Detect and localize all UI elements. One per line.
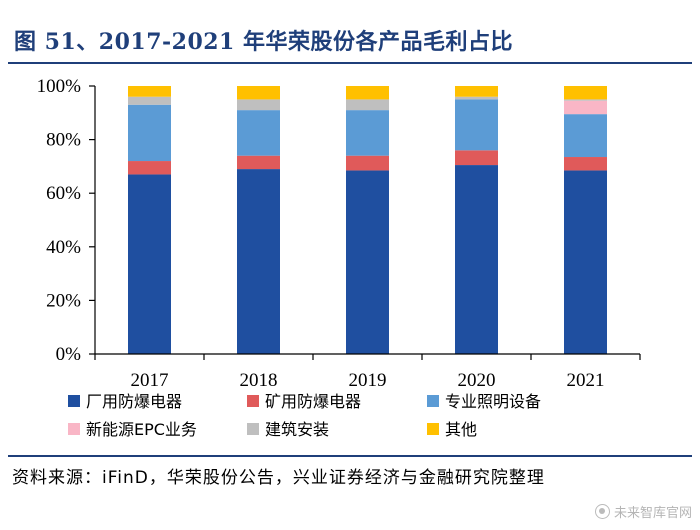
y-tick-label: 80% — [46, 130, 81, 151]
source-box: 资料来源：iFinD，华荣股份公告，兴业证券经济与金融研究院整理 — [8, 455, 692, 527]
bars-layer — [128, 86, 607, 354]
bar-segment-2018-1 — [237, 155, 280, 170]
legend-swatch — [247, 423, 259, 435]
bar-segment-2017-0 — [128, 174, 171, 354]
legend-label: 建筑安装 — [265, 420, 329, 439]
y-tick-label: 100% — [37, 76, 82, 97]
legend-swatch — [427, 395, 439, 407]
bar-segment-2017-4 — [128, 96, 171, 105]
bar-segment-2021-5 — [564, 86, 607, 100]
x-tick-label: 2018 — [240, 370, 278, 391]
y-tick-label: 20% — [46, 290, 81, 311]
legend-label: 专业照明设备 — [445, 392, 541, 411]
bar-segment-2020-2 — [455, 99, 498, 151]
stacked-bar-chart: 0%20%40%60%80%100% 2017 2018 2019 2020 2021 … — [37, 76, 641, 439]
y-tick-label: 40% — [46, 237, 81, 258]
weibo-icon — [594, 504, 610, 519]
x-tick-label: 2019 — [349, 370, 387, 391]
bar-segment-2018-0 — [237, 169, 280, 354]
bar-segment-2017-1 — [128, 161, 171, 175]
legend-label: 新能源EPC业务 — [86, 420, 197, 439]
bar-segment-2019-2 — [346, 110, 389, 156]
bar-segment-2020-5 — [455, 86, 498, 97]
y-tick-label: 60% — [46, 183, 81, 204]
watermark-text: 未来智库官网 — [613, 506, 692, 521]
bar-segment-2020-1 — [455, 150, 498, 166]
x-tick-label: 2017 — [131, 370, 169, 391]
bar-segment-2021-1 — [564, 157, 607, 171]
x-axis: 2017 2018 2019 2020 2021 — [94, 353, 641, 391]
legend-swatch — [247, 395, 259, 407]
chart-title: 图 51、2017-2021 年华荣股份各产品毛利占比 — [14, 29, 514, 55]
bar-segment-2021-0 — [564, 170, 607, 354]
y-tick-label: 0% — [56, 344, 82, 365]
watermark: 未来智库官网 — [594, 502, 692, 521]
bar-segment-2020-4 — [455, 96, 498, 100]
x-tick-label: 2021 — [567, 370, 605, 391]
title-bar: 图 51、2017-2021 年华荣股份各产品毛利占比 — [8, 22, 692, 64]
bar-segment-2017-5 — [128, 86, 171, 97]
bar-segment-2018-5 — [237, 86, 280, 100]
legend-swatch — [68, 423, 80, 435]
bar-segment-2019-0 — [346, 170, 389, 354]
y-axis: 0% 20% 40% 60% 80% 100% — [37, 76, 96, 365]
bar-segment-2017-2 — [128, 104, 171, 162]
legend-swatch — [68, 395, 80, 407]
bar-segment-2019-4 — [346, 99, 389, 111]
bar-segment-2020-0 — [455, 165, 498, 354]
legend-label: 厂用防爆电器 — [86, 392, 182, 411]
legend-label: 其他 — [445, 420, 477, 439]
bar-segment-2021-4 — [564, 99, 607, 101]
bar-segment-2018-2 — [237, 110, 280, 156]
bar-segment-2018-4 — [237, 99, 280, 111]
bar-segment-2019-1 — [346, 155, 389, 171]
bar-segment-2021-2 — [564, 114, 607, 158]
legend-label: 矿用防爆电器 — [265, 392, 361, 411]
source-note: 资料来源：iFinD，华荣股份公告，兴业证券经济与金融研究院整理 — [12, 468, 545, 488]
bar-segment-2019-5 — [346, 86, 389, 100]
x-tick-label: 2020 — [458, 370, 496, 391]
legend-swatch — [427, 423, 439, 435]
bar-segment-2021-3 — [564, 100, 607, 115]
